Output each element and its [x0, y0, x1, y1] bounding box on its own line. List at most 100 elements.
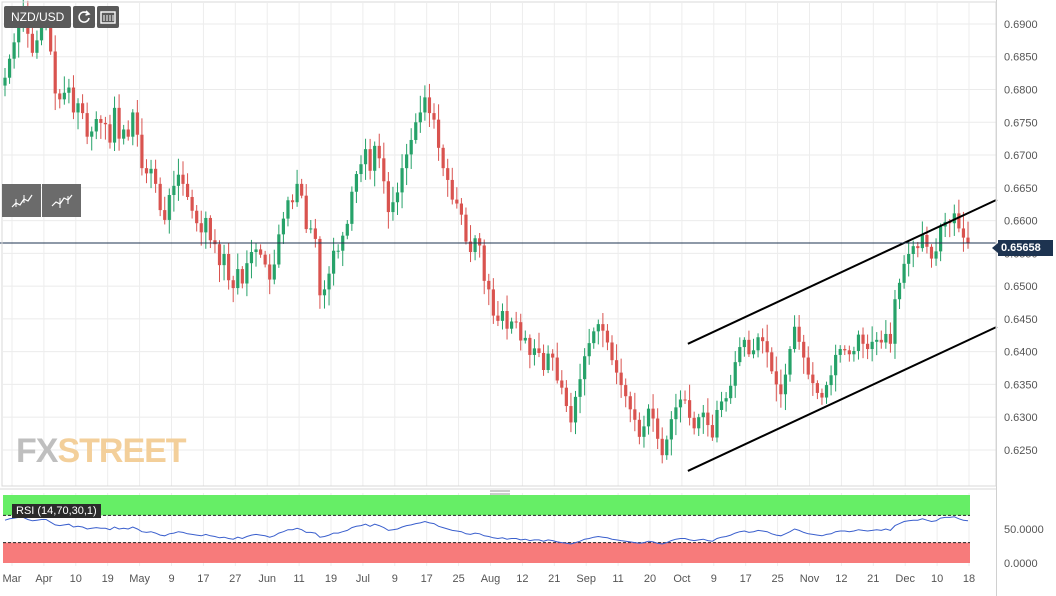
candle-body [683, 399, 687, 401]
candle-body [53, 51, 57, 94]
candle [195, 205, 199, 232]
candle [450, 167, 454, 205]
candle-body [605, 330, 610, 343]
candle [103, 116, 108, 140]
candle [354, 171, 359, 204]
candle-body [277, 234, 281, 265]
x-tick-label: 27 [229, 573, 241, 585]
candle [382, 142, 386, 194]
candle [350, 186, 354, 231]
candle-body [400, 168, 404, 193]
candle-body [71, 87, 76, 113]
candle [405, 143, 409, 186]
candle-body [601, 324, 605, 331]
candle [765, 324, 769, 368]
candle-body [719, 401, 724, 410]
candle-body [176, 174, 181, 186]
candle [459, 198, 463, 225]
candle [154, 159, 158, 193]
candle-body [811, 374, 815, 384]
candle-body [687, 400, 692, 418]
candle [240, 266, 244, 289]
candle-body [500, 311, 505, 321]
channel-upper-line[interactable] [687, 198, 998, 345]
candle-body [523, 337, 527, 341]
candle-body [67, 87, 71, 93]
candle [468, 225, 473, 263]
candle [856, 330, 861, 360]
x-tick-label: Dec [895, 573, 915, 585]
candle [761, 328, 765, 354]
candle [386, 172, 390, 229]
candle-body [865, 343, 870, 350]
candle-body [875, 339, 879, 342]
candle-body [806, 357, 810, 375]
candle-body [322, 289, 327, 296]
candle-body [952, 213, 956, 224]
chart-toolbar: NZD/USD [4, 6, 120, 28]
candle-body [564, 387, 568, 407]
candle-body [514, 321, 518, 323]
candle [861, 327, 865, 359]
candle-body [797, 326, 801, 342]
y-tick-label: 0.6850 [1004, 52, 1038, 64]
x-tick-label: 19 [102, 573, 114, 585]
candle [519, 313, 523, 351]
candle [80, 94, 85, 120]
x-tick-label: 10 [70, 573, 82, 585]
candle [811, 362, 815, 396]
candle-body [236, 269, 240, 289]
candle [487, 273, 491, 306]
candle-body [195, 210, 199, 224]
candle [884, 320, 888, 349]
x-tick-label: 19 [325, 573, 337, 585]
candle [300, 178, 304, 199]
candle-body [783, 374, 788, 395]
candle [332, 237, 336, 286]
x-tick-label: 10 [931, 573, 943, 585]
candle [719, 391, 724, 418]
trend-channel[interactable] [687, 198, 998, 472]
candle [514, 311, 518, 329]
candle-chart-icon[interactable] [2, 184, 41, 217]
y-tick-label: 0.6300 [1004, 412, 1038, 424]
candle-body [802, 341, 806, 358]
refresh-icon[interactable] [73, 6, 96, 28]
candle [131, 109, 135, 146]
x-tick-label: Apr [35, 573, 52, 585]
candle [272, 249, 276, 285]
x-tick-label: 25 [452, 573, 464, 585]
candle-body [85, 113, 89, 137]
candle-body [939, 226, 943, 252]
candle-body [829, 375, 833, 386]
x-tick-label: 11 [612, 573, 623, 585]
candle-body [158, 183, 162, 211]
candle-body [409, 139, 413, 155]
candle [820, 388, 824, 405]
candle-body [17, 23, 21, 43]
candle [742, 337, 746, 357]
candle-body [368, 149, 372, 171]
candle [510, 317, 514, 334]
candle [473, 235, 477, 261]
candle [614, 344, 619, 385]
candle-body [423, 97, 427, 113]
candle-chart-alt-icon[interactable] [42, 184, 81, 217]
panel-divider[interactable] [0, 488, 996, 495]
calendar-icon[interactable] [97, 6, 120, 28]
candle [697, 413, 701, 437]
candle-body [154, 168, 158, 184]
candle-body [386, 181, 390, 213]
candle-body [3, 77, 7, 86]
candle-body [49, 17, 53, 52]
symbol-label[interactable]: NZD/USD [4, 6, 72, 28]
candle-body [884, 333, 888, 343]
candle [322, 280, 327, 309]
candle [482, 239, 486, 295]
candle [642, 415, 646, 448]
candle-body [240, 269, 244, 284]
y-tick-label: 0.6800 [1004, 85, 1038, 97]
channel-lower-line[interactable] [687, 325, 998, 472]
x-tick-label: 12 [516, 573, 528, 585]
